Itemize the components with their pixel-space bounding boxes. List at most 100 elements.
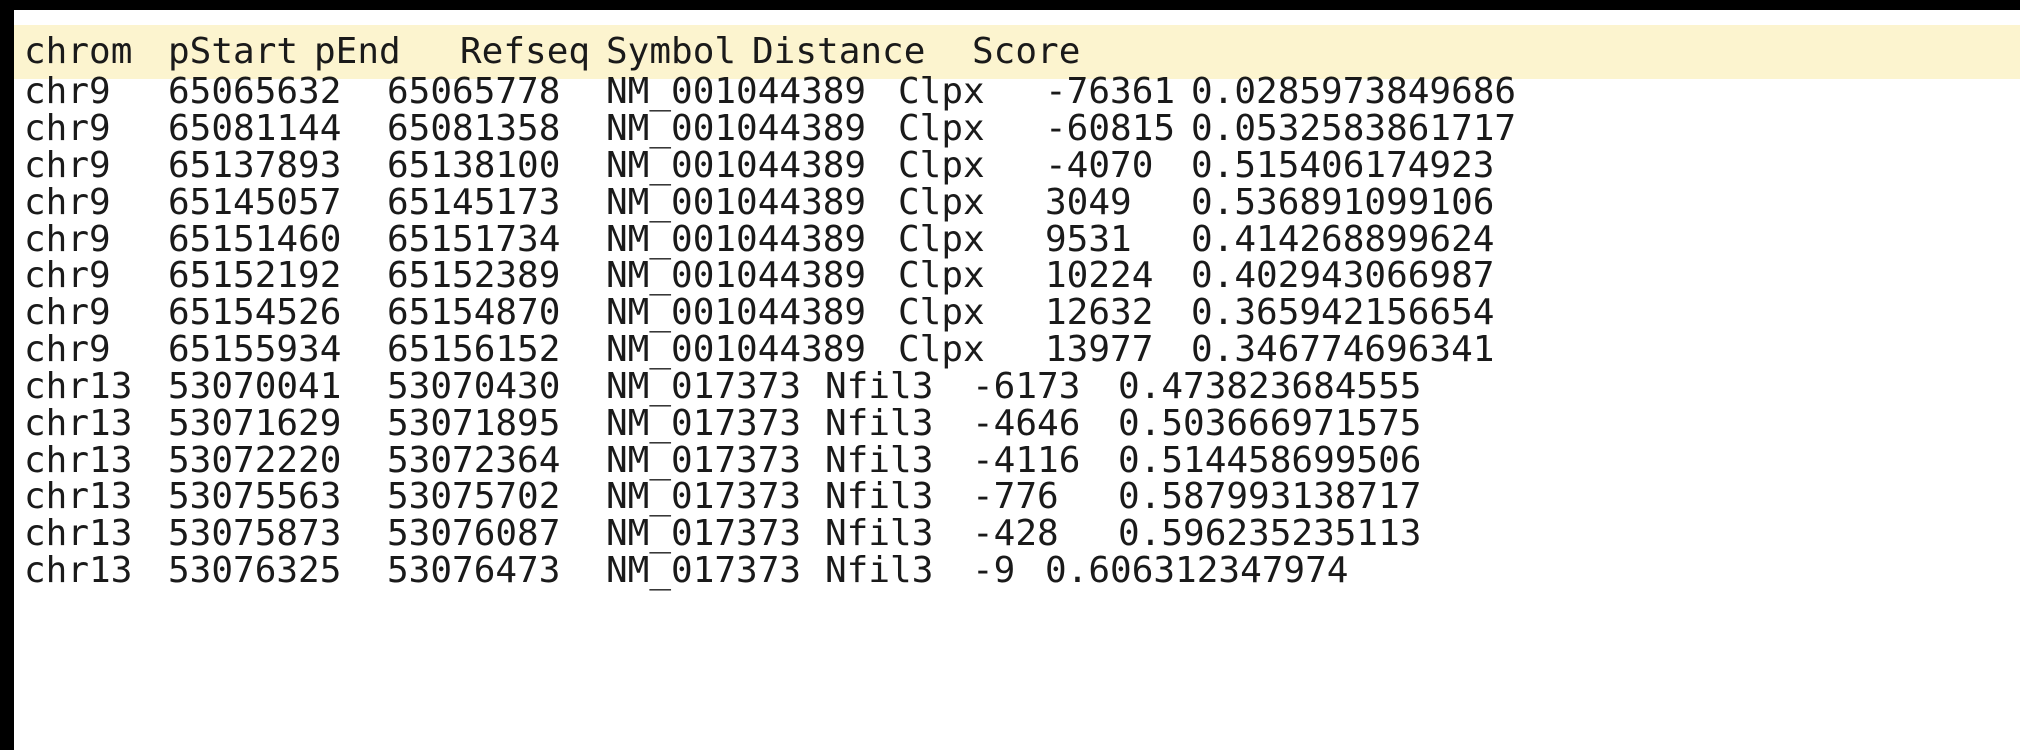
cell-score: 0.402943066987 [1191, 255, 1495, 296]
header-pend: pEnd [314, 31, 401, 72]
cell-distance: 13977 [1045, 329, 1154, 370]
cell-distance: -76361 [1045, 71, 1176, 112]
cell-distance: -60815 [1045, 108, 1176, 149]
cell-symbol: Clpx [898, 219, 985, 260]
cell-pend: 53075702 [387, 476, 561, 517]
cell-score: 0.365942156654 [1191, 292, 1495, 333]
header-refseq: Refseq [460, 31, 591, 72]
cell-pstart: 53070041 [168, 366, 342, 407]
cell-distance: 3049 [1045, 182, 1132, 223]
cell-refseq: NM_017373 [606, 476, 802, 517]
cell-symbol: Clpx [898, 255, 985, 296]
cell-pstart: 65154526 [168, 292, 342, 333]
cell-symbol: Nfil3 [825, 513, 934, 554]
cell-score: 0.503666971575 [1118, 403, 1422, 444]
cell-chrom: chr9 [24, 292, 111, 333]
cell-distance: -4116 [972, 440, 1081, 481]
cell-symbol: Clpx [898, 329, 985, 370]
cell-symbol: Clpx [898, 145, 985, 186]
cell-pstart: 65155934 [168, 329, 342, 370]
cell-pend: 53070430 [387, 366, 561, 407]
cell-score: 0.536891099106 [1191, 182, 1495, 223]
cell-score: 0.515406174923 [1191, 145, 1495, 186]
cell-symbol: Nfil3 [825, 403, 934, 444]
cell-refseq: NM_017373 [606, 550, 802, 591]
cell-chrom: chr13 [24, 403, 133, 444]
cell-pend: 53076473 [387, 550, 561, 591]
cell-pstart: 65065632 [168, 71, 342, 112]
cell-distance: 10224 [1045, 255, 1154, 296]
cell-pstart: 53071629 [168, 403, 342, 444]
cell-distance: 12632 [1045, 292, 1154, 333]
cell-symbol: Clpx [898, 182, 985, 223]
cell-chrom: chr13 [24, 476, 133, 517]
cell-pstart: 65081144 [168, 108, 342, 149]
cell-refseq: NM_001044389 [606, 71, 867, 112]
cell-refseq: NM_001044389 [606, 255, 867, 296]
cell-chrom: chr9 [24, 145, 111, 186]
cell-pend: 65154870 [387, 292, 561, 333]
cell-distance: -6173 [972, 366, 1081, 407]
cell-score: 0.346774696341 [1191, 329, 1495, 370]
cell-symbol: Nfil3 [825, 550, 934, 591]
cell-pend: 53072364 [387, 440, 561, 481]
cell-pstart: 53076325 [168, 550, 342, 591]
cell-chrom: chr9 [24, 182, 111, 223]
cell-distance: -776 [972, 476, 1059, 517]
cell-pstart: 53075873 [168, 513, 342, 554]
cell-refseq: NM_001044389 [606, 219, 867, 260]
cell-pend: 65065778 [387, 71, 561, 112]
cell-pend: 65145173 [387, 182, 561, 223]
cell-symbol: Nfil3 [825, 366, 934, 407]
cell-score: 0.514458699506 [1118, 440, 1422, 481]
cell-score: 0.596235235113 [1118, 513, 1422, 554]
header-symbol: Symbol [606, 31, 737, 72]
cell-chrom: chr9 [24, 219, 111, 260]
cell-symbol: Clpx [898, 292, 985, 333]
cell-refseq: NM_017373 [606, 366, 802, 407]
cell-distance: -4646 [972, 403, 1081, 444]
cell-refseq: NM_017373 [606, 513, 802, 554]
cell-pstart: 65151460 [168, 219, 342, 260]
cell-score: 0.473823684555 [1118, 366, 1422, 407]
cell-refseq: NM_001044389 [606, 145, 867, 186]
text-file-view: chrom pStart pEnd Refseq Symbol Distance… [14, 10, 2020, 750]
header-distance: Distance [752, 31, 926, 72]
cell-chrom: chr13 [24, 513, 133, 554]
cell-chrom: chr9 [24, 71, 111, 112]
cell-pend: 53076087 [387, 513, 561, 554]
cell-symbol: Clpx [898, 108, 985, 149]
cell-pend: 65152389 [387, 255, 561, 296]
cell-score: 0.606312347974 [1045, 550, 1349, 591]
cell-pstart: 53072220 [168, 440, 342, 481]
cell-symbol: Nfil3 [825, 476, 934, 517]
cell-symbol: Clpx [898, 71, 985, 112]
header-row-highlight [14, 25, 2020, 79]
cell-pstart: 65137893 [168, 145, 342, 186]
cell-chrom: chr9 [24, 255, 111, 296]
cell-distance: 9531 [1045, 219, 1132, 260]
cell-pend: 65151734 [387, 219, 561, 260]
cell-refseq: NM_001044389 [606, 108, 867, 149]
cell-pend: 65081358 [387, 108, 561, 149]
cell-pstart: 65145057 [168, 182, 342, 223]
cell-refseq: NM_017373 [606, 403, 802, 444]
cell-refseq: NM_001044389 [606, 292, 867, 333]
header-score: Score [972, 31, 1081, 72]
cell-distance: -9 [972, 550, 1016, 591]
header-chrom: chrom [24, 31, 133, 72]
header-pstart: pStart [168, 31, 299, 72]
cell-pstart: 65152192 [168, 255, 342, 296]
cell-score: 0.0285973849686 [1191, 71, 1517, 112]
cell-chrom: chr13 [24, 366, 133, 407]
cell-pend: 53071895 [387, 403, 561, 444]
cell-distance: -428 [972, 513, 1059, 554]
cell-score: 0.587993138717 [1118, 476, 1422, 517]
cell-score: 0.0532583861717 [1191, 108, 1517, 149]
cell-chrom: chr9 [24, 329, 111, 370]
cell-chrom: chr13 [24, 550, 133, 591]
cell-chrom: chr13 [24, 440, 133, 481]
cell-distance: -4070 [1045, 145, 1154, 186]
cell-pend: 65138100 [387, 145, 561, 186]
cell-score: 0.414268899624 [1191, 219, 1495, 260]
